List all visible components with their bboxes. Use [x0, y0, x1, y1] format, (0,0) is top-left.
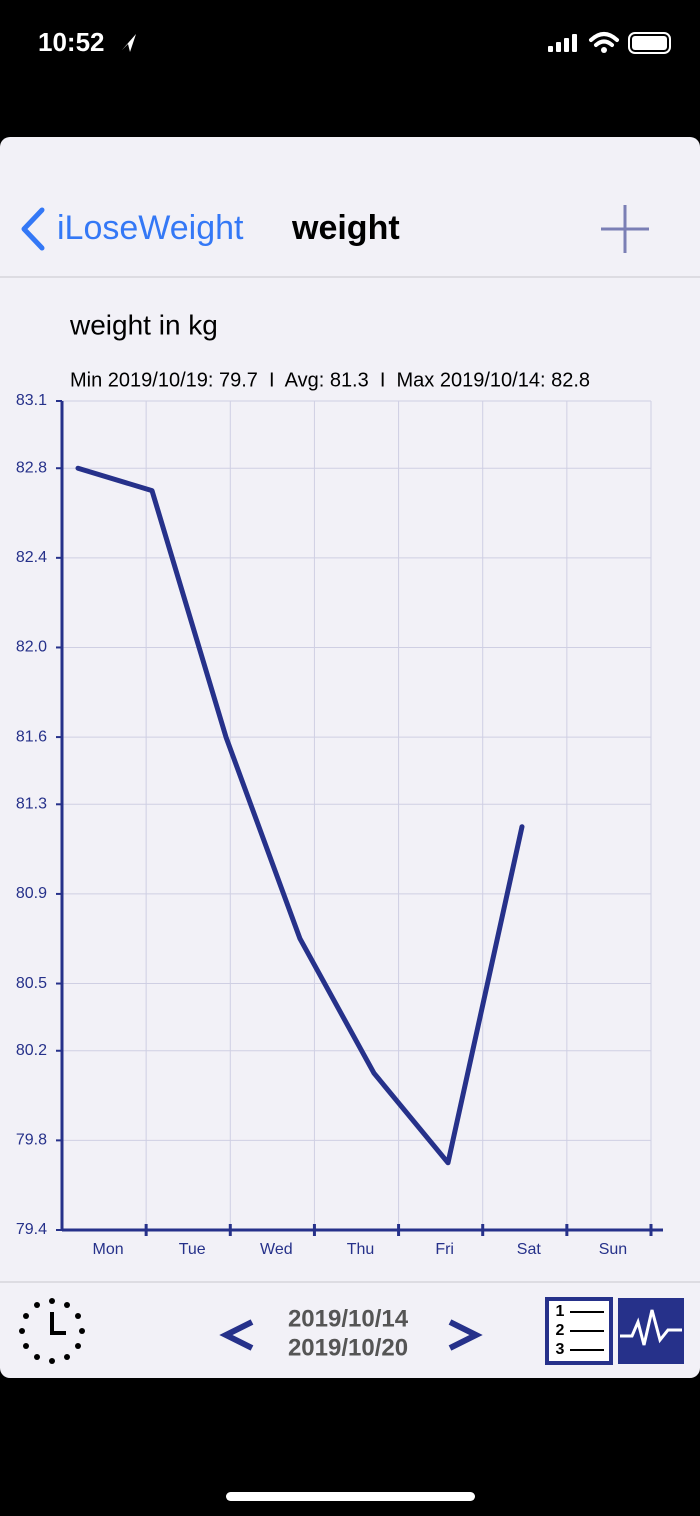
next-week-button[interactable]: [448, 1319, 483, 1351]
battery-level: [632, 36, 667, 50]
y-tick-label: 82.8: [16, 459, 47, 476]
list-icon-number: 2: [556, 1322, 565, 1339]
y-tick-label: 79.4: [16, 1221, 47, 1238]
battery-icon: [628, 32, 671, 54]
y-tick-label: 82.0: [16, 639, 47, 656]
chart-button[interactable]: [618, 1298, 684, 1364]
y-tick-label: 81.3: [16, 796, 47, 813]
back-button[interactable]: iLoseWeight: [57, 209, 244, 247]
date-end: 2019/10/20: [288, 1334, 408, 1361]
home-indicator: [226, 1492, 475, 1501]
wifi-icon: [589, 32, 619, 47]
back-chevron[interactable]: [21, 207, 45, 251]
status-time: 10:52: [38, 27, 105, 57]
data-line: [75, 465, 525, 1166]
prev-week-button[interactable]: [219, 1319, 254, 1351]
x-tick-label: Fri: [435, 1241, 454, 1258]
x-tick-label: Wed: [260, 1241, 293, 1258]
x-tick-label: Sat: [517, 1241, 542, 1258]
location-icon: [122, 34, 136, 52]
clock-icon[interactable]: [19, 1298, 85, 1364]
chart-subtitle: Min 2019/10/19: 79.7 I Avg: 81.3 I Max 2…: [70, 369, 590, 391]
app-card: [0, 137, 700, 1378]
list-button[interactable]: 1 2 3: [545, 1297, 613, 1365]
y-tick-label: 80.9: [16, 885, 47, 902]
signal-icon: [548, 34, 577, 52]
x-tick-label: Mon: [93, 1241, 124, 1258]
chart-title: weight in kg: [69, 309, 218, 340]
x-tick-label: Tue: [179, 1241, 206, 1258]
y-tick-label: 83.1: [16, 392, 47, 409]
wifi-dot: [601, 47, 607, 53]
list-icon-number: 3: [556, 1341, 565, 1358]
plot: 79.4 79.8 80.2 80.5 80.9 81.3 81.6 82.0 82.4 82.8…: [16, 392, 663, 1258]
y-tick-label: 79.8: [16, 1132, 47, 1149]
x-tick-label: Thu: [347, 1241, 375, 1258]
list-icon-number: 1: [556, 1303, 565, 1320]
y-tick-label: 80.5: [16, 975, 47, 992]
y-tick-label: 80.2: [16, 1042, 47, 1059]
y-tick-label: 81.6: [16, 728, 47, 745]
nav-title: weight: [291, 209, 400, 247]
x-tick-label: Sun: [599, 1241, 627, 1258]
date-start: 2019/10/14: [288, 1305, 409, 1332]
add-button[interactable]: [601, 205, 649, 253]
y-tick-label: 82.4: [16, 549, 47, 566]
